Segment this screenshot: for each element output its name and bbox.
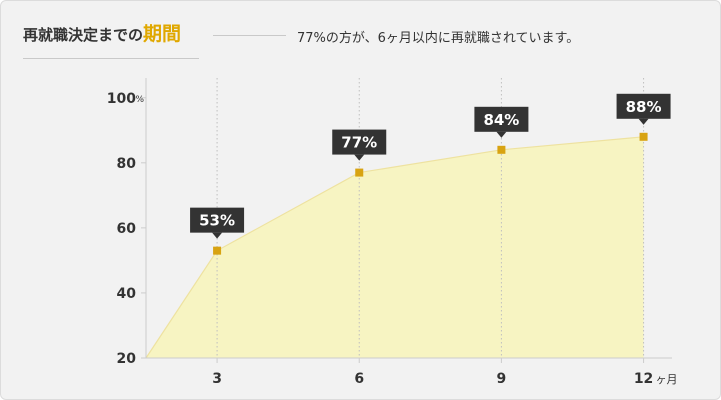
data-label-6: 77% [341, 134, 377, 152]
data-point-6 [355, 168, 364, 177]
data-label-3: 53% [199, 212, 235, 230]
data-label-pointer-6 [354, 154, 365, 161]
x-tick-label-3: 3 [212, 371, 222, 387]
y-tick-label-60: 60 [117, 221, 137, 237]
title-underline [23, 58, 199, 59]
data-label-pointer-3 [212, 232, 223, 239]
y-tick-label-80: 80 [117, 156, 137, 172]
data-label-box-12 [616, 93, 671, 119]
y-tick-label-40: 40 [117, 286, 137, 302]
x-unit-label: ヶ月 [656, 373, 678, 386]
data-label-pointer-9 [496, 131, 507, 138]
x-tick-label-9: 9 [497, 371, 507, 387]
data-label-12: 88% [626, 98, 662, 116]
y-tick-label-100: 100 [107, 91, 136, 107]
data-label-9: 84% [483, 111, 519, 129]
data-label-box-9 [474, 106, 529, 132]
summary-text: 77%の方が、6ヶ月以内に再就職されています。 [297, 31, 580, 46]
data-point-9 [497, 145, 506, 154]
chart-title: 再就職決定までの期間 [23, 19, 181, 46]
area-fill [146, 136, 644, 358]
title-connector-line [213, 35, 286, 36]
title-highlight: 期間 [143, 23, 182, 45]
data-point-3 [213, 246, 222, 255]
x-tick-label-12: 12 [634, 371, 653, 387]
title-main: 再就職決定までの [23, 26, 144, 44]
x-tick-label-6: 6 [354, 371, 364, 387]
y-tick-label-20: 20 [117, 351, 137, 367]
data-label-box-3 [190, 207, 245, 233]
data-label-pointer-12 [638, 118, 649, 125]
y-unit-label: % [135, 95, 144, 105]
data-label-box-6 [332, 129, 387, 155]
data-point-12 [639, 132, 648, 141]
